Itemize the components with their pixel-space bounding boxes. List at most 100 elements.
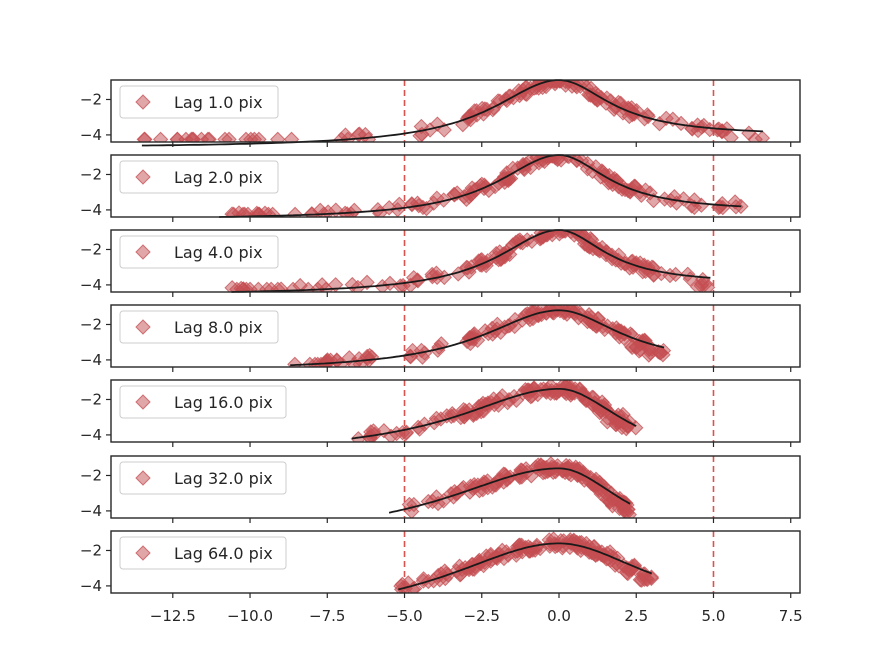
legend: Lag 8.0 pix bbox=[119, 310, 279, 344]
x-tick-label: −7.5 bbox=[309, 607, 345, 625]
y-tick-label: −2 bbox=[80, 390, 102, 408]
y-tick-label: −4 bbox=[80, 201, 102, 219]
fit-line bbox=[290, 309, 665, 367]
legend: Lag 64.0 pix bbox=[119, 536, 287, 570]
x-tick-label: 5.0 bbox=[702, 607, 726, 625]
y-tick-label: −2 bbox=[80, 240, 102, 258]
legend-label: Lag 2.0 pix bbox=[174, 168, 263, 187]
data-point bbox=[229, 281, 245, 292]
data-point bbox=[137, 131, 153, 142]
y-tick-label: −4 bbox=[80, 502, 102, 520]
fit-line bbox=[351, 388, 637, 440]
data-point bbox=[446, 483, 463, 500]
legend-box bbox=[119, 385, 287, 419]
axes-frame bbox=[110, 455, 801, 519]
legend-label: Lag 16.0 pix bbox=[174, 393, 273, 412]
legend-label: Lag 64.0 pix bbox=[174, 544, 273, 563]
data-point bbox=[697, 276, 714, 292]
legend-label: Lag 1.0 pix bbox=[174, 93, 263, 112]
y-tick-label: −4 bbox=[80, 577, 102, 595]
legend-marker bbox=[135, 244, 151, 260]
fit-line bbox=[141, 79, 763, 147]
data-point bbox=[193, 131, 210, 142]
panel-6: −2 −4 Lag 32.0 pix bbox=[80, 455, 801, 523]
legend-marker bbox=[135, 169, 151, 185]
data-point bbox=[246, 131, 263, 142]
axes-frame bbox=[110, 304, 801, 368]
data-point bbox=[251, 206, 267, 217]
scatter-series bbox=[136, 80, 771, 142]
x-tick-label: 0.0 bbox=[547, 607, 571, 625]
panel-7: −2 −4 Lag 64.0 pix bbox=[80, 530, 801, 598]
data-point bbox=[576, 230, 593, 245]
data-point bbox=[224, 206, 240, 217]
panel-5: −2 −4 Lag 16.0 pix bbox=[80, 379, 801, 447]
y-tick-label: −2 bbox=[80, 466, 102, 484]
data-point bbox=[178, 131, 194, 142]
legend: Lag 4.0 pix bbox=[119, 235, 279, 269]
panel-1: −2 −4 Lag 1.0 pix bbox=[80, 79, 801, 147]
data-point bbox=[472, 177, 489, 194]
x-tick-label: −5.0 bbox=[386, 607, 422, 625]
legend: Lag 2.0 pix bbox=[119, 160, 279, 194]
fit-line bbox=[219, 154, 742, 218]
legend-marker bbox=[135, 545, 151, 561]
y-tick-label: −4 bbox=[80, 351, 102, 369]
axes-frame bbox=[110, 154, 801, 218]
data-point bbox=[381, 200, 397, 216]
data-point bbox=[236, 206, 253, 217]
data-point bbox=[382, 275, 398, 292]
panel-2: −2 −4 Lag 2.0 pix bbox=[80, 154, 801, 222]
data-point bbox=[557, 80, 574, 93]
x-tick-label: 7.5 bbox=[779, 607, 803, 625]
y-tick-label: −2 bbox=[80, 315, 102, 333]
data-point bbox=[747, 131, 763, 142]
x-tick-label: −10.0 bbox=[227, 607, 273, 625]
legend-label: Lag 4.0 pix bbox=[174, 243, 263, 262]
legend-marker bbox=[135, 394, 151, 410]
data-point bbox=[696, 117, 712, 134]
data-point bbox=[636, 571, 653, 587]
legend-label: Lag 32.0 pix bbox=[174, 469, 273, 488]
data-point bbox=[584, 389, 600, 405]
data-point bbox=[350, 279, 366, 292]
panel-3: −2 −4 Lag 4.0 pix bbox=[80, 229, 801, 297]
fit-line bbox=[231, 229, 711, 293]
y-tick-label: −4 bbox=[80, 126, 102, 144]
axes-frame bbox=[110, 79, 801, 143]
legend-box bbox=[119, 160, 279, 194]
y-tick-label: −4 bbox=[80, 426, 102, 444]
data-point bbox=[680, 266, 696, 283]
data-point bbox=[273, 281, 289, 292]
legend: Lag 32.0 pix bbox=[119, 461, 287, 495]
legend-box bbox=[119, 310, 279, 344]
data-point bbox=[424, 268, 441, 285]
legend-box bbox=[119, 461, 287, 495]
legend-box bbox=[119, 85, 279, 119]
data-point bbox=[608, 320, 625, 336]
legend-box bbox=[119, 536, 287, 570]
data-point bbox=[346, 202, 363, 217]
data-point bbox=[562, 381, 578, 397]
fit-line bbox=[388, 467, 631, 514]
y-tick-label: −2 bbox=[80, 90, 102, 108]
scatter-series bbox=[224, 155, 749, 217]
y-tick-label: −4 bbox=[80, 276, 102, 294]
axes-frame bbox=[110, 379, 801, 443]
fit-line bbox=[398, 542, 653, 591]
data-point bbox=[607, 557, 623, 573]
x-axis-labels: −12.5 −10.0 −7.5 −5.0 −2.5 0.0 2.5 5.0 7.5 bbox=[150, 607, 803, 625]
data-point bbox=[579, 161, 596, 177]
axes-frame bbox=[110, 530, 801, 594]
legend: Lag 16.0 pix bbox=[119, 385, 287, 419]
legend-marker bbox=[135, 94, 151, 110]
y-tick-label: −2 bbox=[80, 165, 102, 183]
x-tick-label: −12.5 bbox=[150, 607, 196, 625]
data-point bbox=[270, 131, 286, 142]
legend-label: Lag 8.0 pix bbox=[174, 318, 263, 337]
data-point bbox=[283, 131, 300, 142]
data-point bbox=[521, 155, 538, 170]
legend-box bbox=[119, 235, 279, 269]
x-tick-label: 2.5 bbox=[624, 607, 648, 625]
